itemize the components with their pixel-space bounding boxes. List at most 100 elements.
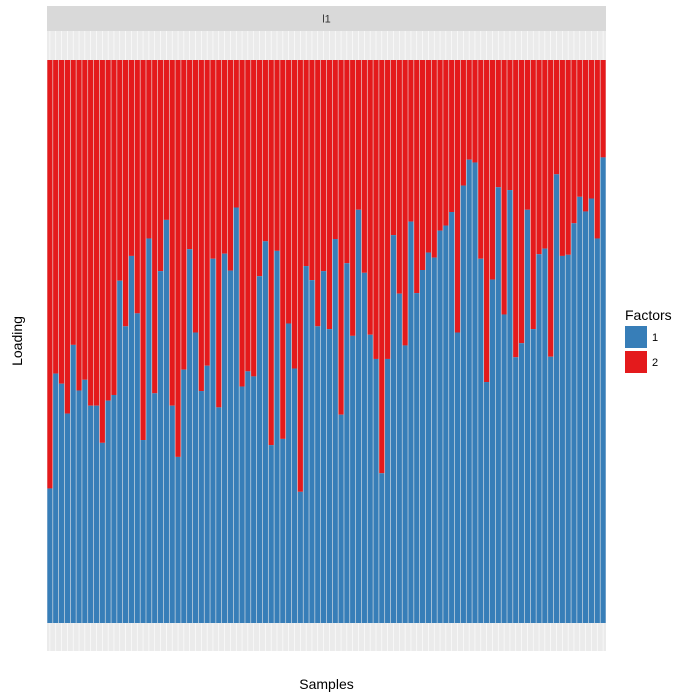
bar-factor-2 xyxy=(332,60,338,240)
bar-factor-2 xyxy=(210,60,216,259)
bar-factor-1 xyxy=(553,174,560,623)
bar-factor-1 xyxy=(175,456,181,623)
bar-factor-1 xyxy=(338,414,344,623)
bar-factor-2 xyxy=(367,60,373,335)
bar-factor-2 xyxy=(536,60,542,255)
legend-label-factor-1: 1 xyxy=(652,332,658,344)
bar-factor-1 xyxy=(47,488,53,623)
bar-factor-2 xyxy=(251,60,257,377)
bar-factor-2 xyxy=(373,60,379,359)
bar-factor-1 xyxy=(204,365,210,623)
bar-factor-2 xyxy=(152,60,158,394)
bar-factor-1 xyxy=(198,391,204,623)
bar-factor-1 xyxy=(484,382,490,623)
bar-factor-2 xyxy=(507,60,513,191)
bar-factor-2 xyxy=(256,60,263,277)
bar-factor-2 xyxy=(454,60,461,333)
bar-factor-2 xyxy=(583,60,589,212)
bar-factor-1 xyxy=(402,345,408,623)
bar-factor-2 xyxy=(518,60,525,344)
bar-factor-1 xyxy=(262,241,268,623)
bar-factor-2 xyxy=(443,60,449,226)
bar-factor-1 xyxy=(163,219,169,623)
bar-factor-2 xyxy=(204,60,210,366)
bar-factor-1 xyxy=(425,252,432,623)
bar-factor-1 xyxy=(350,335,356,623)
bar-factor-1 xyxy=(501,314,507,623)
bar-factor-1 xyxy=(443,225,449,623)
bar-factor-1 xyxy=(513,357,519,623)
bar-factor-2 xyxy=(291,60,298,369)
bar-factor-1 xyxy=(524,209,531,623)
bar-factor-1 xyxy=(390,235,397,623)
bar-factor-1 xyxy=(239,386,245,623)
bar-factor-1 xyxy=(530,329,536,623)
bar-factor-2 xyxy=(76,60,82,391)
bar-factor-1 xyxy=(256,276,263,623)
bar-factor-1 xyxy=(111,394,117,623)
bar-factor-1 xyxy=(408,221,414,623)
bar-factor-1 xyxy=(251,376,257,623)
bar-factor-1 xyxy=(431,257,437,623)
bar-factor-1 xyxy=(449,212,455,623)
bar-factor-1 xyxy=(355,209,362,623)
bar-factor-1 xyxy=(495,187,501,623)
legend: Factors 1 2 xyxy=(625,307,672,373)
bar-factor-2 xyxy=(379,60,385,474)
bar-factor-2 xyxy=(466,60,472,160)
bar-factor-2 xyxy=(239,60,245,387)
bar-factor-1 xyxy=(478,258,484,623)
bar-factor-1 xyxy=(548,356,554,623)
bar-factor-2 xyxy=(157,60,164,272)
bar-factor-1 xyxy=(536,254,542,624)
bar-factor-2 xyxy=(600,60,606,158)
bar-factor-2 xyxy=(495,60,501,188)
facet-strip xyxy=(47,6,606,31)
bar-factor-2 xyxy=(344,60,350,264)
bar-factor-1 xyxy=(93,405,100,623)
bar-factor-2 xyxy=(565,60,571,255)
legend-title: Factors xyxy=(625,307,672,323)
bar-factor-1 xyxy=(367,334,373,623)
bar-factor-2 xyxy=(146,60,152,239)
bar-factor-1 xyxy=(169,405,175,623)
bar-factor-1 xyxy=(332,239,338,623)
bar-factor-2 xyxy=(93,60,100,406)
bar-factor-2 xyxy=(181,60,187,370)
bar-factor-2 xyxy=(530,60,536,330)
x-axis-title: Samples xyxy=(299,676,353,692)
bar-factor-2 xyxy=(472,60,478,163)
bar-factor-2 xyxy=(175,60,181,457)
bar-factor-2 xyxy=(53,60,59,374)
bar-factor-1 xyxy=(233,207,239,624)
legend-key-factor-1 xyxy=(625,326,647,348)
bar-factor-1 xyxy=(64,413,70,623)
bar-factor-2 xyxy=(315,60,321,327)
bar-factor-1 xyxy=(385,358,391,623)
bar-factor-2 xyxy=(548,60,554,357)
bar-factor-1 xyxy=(268,445,274,623)
bar-factor-1 xyxy=(507,190,513,624)
bar-factor-1 xyxy=(460,185,466,623)
bar-factor-2 xyxy=(303,60,309,267)
bar-factor-1 xyxy=(122,326,129,623)
bar-factor-2 xyxy=(117,60,123,281)
bar-factor-2 xyxy=(402,60,408,346)
bar-factor-1 xyxy=(192,332,199,623)
bar-factor-2 xyxy=(128,60,135,256)
bar-factor-1 xyxy=(542,248,548,624)
bar-factor-1 xyxy=(594,238,600,623)
bar-factor-1 xyxy=(600,157,606,624)
bar-factor-1 xyxy=(419,269,426,623)
bar-factor-1 xyxy=(58,383,65,623)
bar-factor-2 xyxy=(542,60,548,249)
bar-factor-1 xyxy=(437,230,443,624)
bar-factor-2 xyxy=(594,60,600,239)
bar-factor-2 xyxy=(221,60,228,254)
bar-factor-2 xyxy=(489,60,496,280)
bar-factor-1 xyxy=(134,313,140,623)
bar-factor-2 xyxy=(460,60,466,186)
bar-factor-2 xyxy=(385,60,391,359)
bar-factor-1 xyxy=(187,249,193,623)
